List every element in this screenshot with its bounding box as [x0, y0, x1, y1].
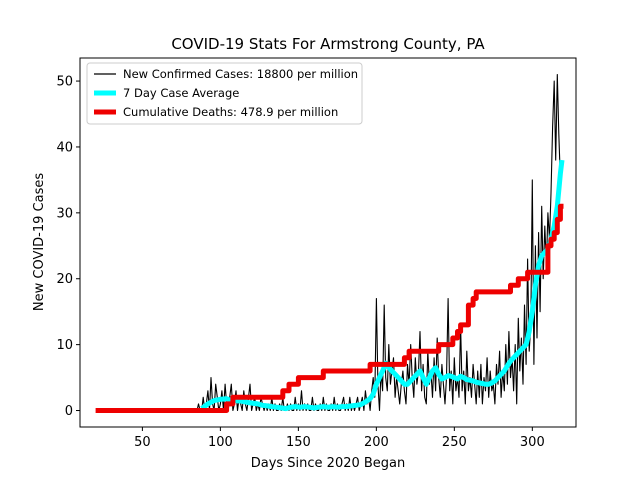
y-tick-label: 40 [56, 140, 73, 155]
x-tick-label: 200 [364, 435, 389, 450]
legend-label-7-day-average: 7 Day Case Average [123, 86, 239, 100]
axes-frame [79, 57, 577, 428]
series-cumulative-deaths [95, 203, 564, 413]
y-tick-label: 20 [56, 272, 73, 287]
x-tick-label: 300 [520, 435, 545, 450]
series-7-day-average [200, 159, 565, 412]
x-tick-label: 100 [208, 435, 233, 450]
legend-box [86, 62, 363, 125]
y-tick-label: 0 [65, 404, 73, 419]
x-axis-ticks: 50 100 150 200 250 300 [134, 427, 545, 450]
y-tick-label: 30 [56, 206, 73, 221]
legend-label-new-cases: New Confirmed Cases: 18800 per million [123, 67, 358, 81]
chart-title: COVID-19 Stats For Armstrong County, PA [171, 35, 485, 53]
legend: New Confirmed Cases: 18800 per million 7… [86, 62, 363, 125]
x-tick-label: 50 [134, 435, 151, 450]
y-tick-label: 50 [56, 75, 73, 90]
legend-label-cumulative-deaths: Cumulative Deaths: 478.9 per million [123, 105, 338, 119]
x-tick-label: 250 [442, 435, 467, 450]
series-layer [95, 73, 565, 413]
y-tick-label: 10 [56, 338, 73, 353]
x-tick-label: 150 [286, 435, 311, 450]
y-axis-label: New COVID-19 Cases [32, 173, 47, 311]
y-axis-ticks: 0 10 20 30 40 50 [56, 75, 80, 419]
x-axis-label: Days Since 2020 Began [251, 456, 406, 471]
